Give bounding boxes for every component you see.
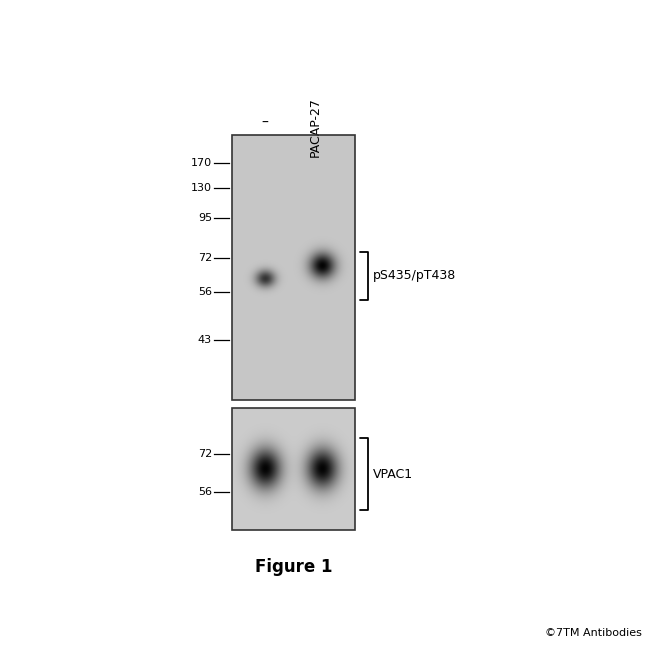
Text: 56: 56	[198, 487, 212, 497]
Text: 43: 43	[198, 335, 212, 345]
Text: Figure 1: Figure 1	[255, 558, 332, 576]
Text: 95: 95	[198, 213, 212, 223]
Text: –: –	[261, 116, 268, 130]
Text: 56: 56	[198, 287, 212, 297]
Bar	[232, 135, 355, 400]
Text: VPAC1: VPAC1	[373, 467, 413, 480]
Text: pS435/pT438: pS435/pT438	[373, 270, 456, 283]
Bar	[232, 408, 355, 530]
Text: PACAP-27: PACAP-27	[309, 97, 322, 157]
Text: 130: 130	[191, 183, 212, 193]
Text: 72: 72	[198, 449, 212, 459]
Text: 72: 72	[198, 253, 212, 263]
Text: ©7TM Antibodies: ©7TM Antibodies	[545, 628, 642, 638]
Text: 170: 170	[191, 158, 212, 168]
